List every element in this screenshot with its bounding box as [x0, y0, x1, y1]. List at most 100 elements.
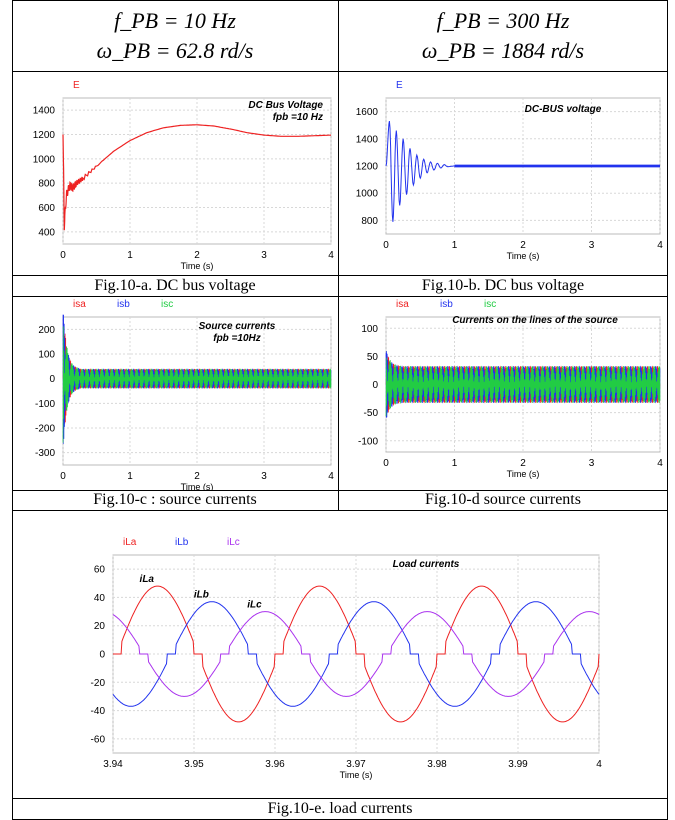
x-tick-label: 3.97 [346, 759, 366, 770]
y-tick-label: 100 [361, 324, 378, 335]
chart-title: Source currents [199, 321, 276, 332]
series-line-iLb [112, 601, 600, 707]
legend-entry: E [73, 80, 80, 91]
chart-dc-bus-voltage-b: 0 1 2 3 4 800 1000 1200 1400 1600 Time (s) E DC-BUS … [356, 80, 663, 261]
chart-load-currents-e: 3.94 3.95 3.96 3.97 3.98 3.99 4 60 40 20 0 -20 -40 -6… [91, 537, 603, 780]
legend-entry: iLc [227, 537, 240, 548]
x-tick-label: 2 [194, 471, 200, 482]
y-tick-label: -50 [364, 408, 379, 419]
series-line-iLc [112, 611, 600, 697]
annotation-iLa: iLa [140, 574, 155, 585]
annotation-iLc: iLc [247, 600, 262, 611]
header-left-line1: f_PB = 10 Hz [114, 8, 236, 33]
y-tick-label: 60 [94, 565, 106, 576]
y-tick-label: 200 [38, 325, 55, 336]
y-tick-label: 400 [38, 227, 55, 238]
legend-entry: isb [440, 299, 453, 310]
y-tick-label: -20 [91, 678, 106, 689]
x-tick-label: 1 [452, 240, 458, 251]
x-tick-label: 4 [328, 471, 334, 482]
legend-entry: E [396, 80, 403, 91]
y-tick-label: 1400 [356, 134, 379, 145]
x-axis-label: Time (s) [181, 261, 214, 271]
y-tick-label: 600 [38, 203, 55, 214]
legend-entry: iLa [123, 537, 137, 548]
y-tick-label: -300 [35, 448, 55, 459]
y-tick-label: 1000 [33, 154, 56, 165]
legend-entry: isa [396, 299, 409, 310]
x-axis-label: Time (s) [507, 469, 540, 479]
series-line-isc [62, 326, 332, 443]
legend-entry: iLb [175, 537, 189, 548]
x-tick-label: 2 [520, 240, 526, 251]
y-tick-label: -40 [91, 706, 106, 717]
y-tick-label: 0 [372, 380, 378, 391]
legend-entry: isa [73, 299, 86, 310]
legend-entry: isc [161, 299, 173, 310]
y-tick-label: 40 [94, 593, 106, 604]
legend-entry: isb [117, 299, 130, 310]
series-line-iLa [113, 585, 600, 723]
series-line-E [385, 121, 660, 222]
chart-title: Currents on the lines of the source [452, 315, 618, 326]
y-tick-label: -100 [358, 436, 378, 447]
x-tick-label: 3.98 [427, 759, 447, 770]
x-tick-label: 0 [60, 250, 66, 261]
x-axis-label: Time (s) [340, 770, 373, 780]
chart-dc-bus-voltage-a: 0 1 2 3 4 400 600 800 1000 1200 1400 Time (s) E DC Bu… [33, 80, 334, 271]
x-tick-label: 1 [452, 458, 458, 469]
y-tick-label: -100 [35, 399, 55, 410]
x-tick-label: 0 [383, 240, 389, 251]
chart-subtitle: fpb =10Hz [213, 333, 261, 344]
x-axis-label: Time (s) [181, 482, 214, 490]
y-tick-label: 1000 [356, 189, 379, 200]
x-tick-label: 1 [127, 471, 133, 482]
y-tick-label: 800 [38, 179, 55, 190]
y-tick-label: 1200 [33, 130, 56, 141]
x-tick-label: 4 [657, 458, 663, 469]
y-tick-label: 0 [49, 374, 55, 385]
caption-b: Fig.10-b. DC bus voltage [421, 277, 585, 294]
chart-title: Load currents [393, 559, 460, 570]
chart-source-currents-d: 0 1 2 3 4 100 50 0 -50 -100 Time (s) isa isb isc Curre… [358, 299, 663, 479]
steady-state-band [454, 164, 660, 168]
legend-entry: isc [484, 299, 496, 310]
series-line-E [62, 124, 332, 231]
caption-e: Fig.10-e. load currents [267, 800, 413, 817]
x-tick-label: 3 [261, 471, 267, 482]
chart-source-currents-c: 0 1 2 3 4 200 100 0 -100 -200 -300 Time (s) isa isb is… [35, 299, 334, 490]
x-tick-label: 4 [657, 240, 663, 251]
x-tick-label: 3 [589, 240, 595, 251]
annotation-iLb: iLb [194, 590, 209, 601]
x-tick-label: 0 [383, 458, 389, 469]
caption-c: Fig.10-c : source currents [93, 491, 257, 508]
x-tick-label: 3.95 [184, 759, 204, 770]
x-tick-label: 1 [127, 250, 133, 261]
y-tick-label: 800 [361, 216, 378, 227]
x-tick-label: 4 [328, 250, 334, 261]
x-tick-label: 2 [194, 250, 200, 261]
y-tick-label: 50 [367, 352, 379, 363]
x-tick-label: 3 [261, 250, 267, 261]
x-tick-label: 2 [520, 458, 526, 469]
x-tick-label: 3.96 [265, 759, 285, 770]
header-right-line1: f_PB = 300 Hz [436, 8, 570, 33]
y-tick-label: 1400 [33, 106, 56, 117]
y-tick-label: -60 [91, 734, 106, 745]
x-axis-label: Time (s) [507, 251, 540, 261]
header-right-line2: ω_PB = 1884 rd/s [421, 38, 585, 63]
y-tick-label: -200 [35, 424, 55, 435]
y-tick-label: 100 [38, 350, 55, 361]
x-tick-label: 3.99 [508, 759, 528, 770]
caption-d: Fig.10-d source currents [425, 491, 581, 508]
y-tick-label: 0 [99, 650, 105, 661]
x-tick-label: 3 [589, 458, 595, 469]
chart-subtitle: fpb =10 Hz [273, 112, 323, 123]
x-tick-label: 3.94 [103, 759, 123, 770]
series-line-isc [385, 357, 661, 417]
caption-a: Fig.10-a. DC bus voltage [94, 277, 256, 294]
y-tick-label: 20 [94, 621, 106, 632]
x-tick-label: 4 [596, 759, 602, 770]
chart-title: DC Bus Voltage [248, 100, 323, 111]
